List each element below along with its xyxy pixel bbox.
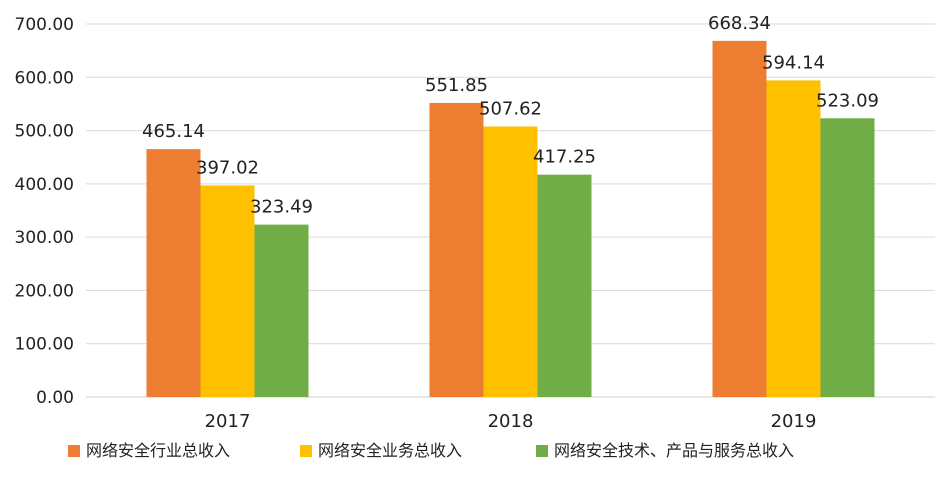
legend-label: 网络安全业务总收入 bbox=[318, 441, 462, 460]
bar bbox=[429, 102, 484, 398]
y-tick-label: 0.00 bbox=[36, 388, 74, 408]
y-tick-label: 400.00 bbox=[15, 175, 74, 195]
legend-swatch bbox=[536, 445, 548, 457]
data-label: 507.62 bbox=[479, 99, 542, 120]
y-tick-label: 600.00 bbox=[15, 68, 74, 88]
y-tick-label: 300.00 bbox=[15, 228, 74, 248]
legend-label: 网络安全行业总收入 bbox=[86, 441, 230, 460]
bar bbox=[483, 126, 538, 398]
bar bbox=[712, 40, 767, 397]
legend-label: 网络安全技术、产品与服务总收入 bbox=[554, 441, 794, 460]
legend-swatch bbox=[300, 445, 312, 457]
data-label: 465.14 bbox=[142, 121, 205, 142]
x-category-label: 2018 bbox=[488, 411, 534, 432]
legend: 网络安全行业总收入 网络安全业务总收入 网络安全技术、产品与服务总收入 bbox=[68, 441, 794, 460]
y-axis-ticks: 0.00 100.00 200.00 300.00 400.00 500.00 600.00… bbox=[15, 15, 74, 408]
data-label: 668.34 bbox=[708, 13, 771, 34]
y-tick-label: 500.00 bbox=[15, 122, 74, 142]
y-tick-label: 700.00 bbox=[15, 15, 74, 35]
legend-swatch bbox=[68, 445, 80, 457]
x-category-label: 2017 bbox=[205, 411, 251, 432]
y-tick-label: 100.00 bbox=[15, 335, 74, 355]
data-label: 523.09 bbox=[816, 90, 879, 111]
bar bbox=[537, 174, 592, 397]
bar bbox=[146, 149, 201, 397]
data-label: 594.14 bbox=[762, 52, 825, 73]
data-labels: 465.14 397.02 323.49 551.85 507.62 417.25 668.… bbox=[142, 13, 879, 218]
bar bbox=[200, 185, 255, 397]
bar bbox=[766, 80, 821, 397]
data-label: 323.49 bbox=[250, 197, 313, 218]
bars bbox=[146, 40, 875, 398]
bar bbox=[820, 118, 875, 397]
data-label: 417.25 bbox=[533, 147, 596, 168]
data-label: 397.02 bbox=[196, 157, 259, 178]
y-tick-label: 200.00 bbox=[15, 281, 74, 301]
bar bbox=[254, 224, 309, 397]
x-category-label: 2019 bbox=[771, 411, 817, 432]
data-label: 551.85 bbox=[425, 75, 488, 96]
x-axis-categories: 2017 2018 2019 bbox=[205, 411, 817, 432]
